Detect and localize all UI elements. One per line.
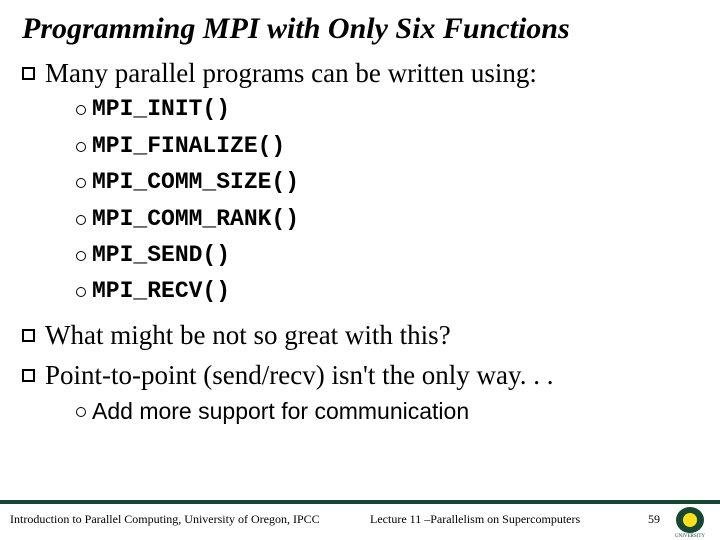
footer: Introduction to Parallel Computing, Univ… — [0, 500, 720, 540]
circle-bullet-icon — [76, 178, 86, 188]
slide-title: Programming MPI with Only Six Functions — [22, 12, 698, 47]
code-label: MPI_SEND() — [92, 242, 230, 268]
point-text: Point-to-point (send/recv) isn't the onl… — [45, 359, 554, 393]
list-item: MPI_SEND() — [76, 242, 698, 268]
footer-left-text: Introduction to Parallel Computing, Univ… — [10, 512, 320, 527]
bullet-point: Point-to-point (send/recv) isn't the onl… — [22, 359, 698, 393]
square-bullet-icon — [22, 329, 35, 342]
circle-bullet-icon — [76, 251, 86, 261]
list-item: MPI_COMM_SIZE() — [76, 169, 698, 195]
sub-list: Add more support for communication — [76, 398, 698, 426]
square-bullet-icon — [22, 369, 35, 382]
function-list: MPI_INIT() MPI_FINALIZE() MPI_COMM_SIZE(… — [76, 96, 698, 305]
circle-bullet-icon — [76, 142, 86, 152]
code-label: MPI_COMM_RANK() — [92, 206, 299, 232]
sub-text: Add more support for communication — [92, 398, 469, 426]
list-item: MPI_COMM_RANK() — [76, 206, 698, 232]
circle-bullet-icon — [76, 287, 86, 297]
code-label: MPI_FINALIZE() — [92, 133, 285, 159]
intro-text: Many parallel programs can be written us… — [45, 57, 537, 91]
circle-bullet-icon — [76, 215, 86, 225]
code-label: MPI_RECV() — [92, 278, 230, 304]
list-item: MPI_FINALIZE() — [76, 133, 698, 159]
bullet-intro: Many parallel programs can be written us… — [22, 57, 698, 91]
list-item: MPI_INIT() — [76, 96, 698, 122]
footer-divider — [0, 500, 720, 504]
list-item: MPI_RECV() — [76, 278, 698, 304]
page-number: 59 — [648, 512, 660, 527]
svg-text:UNIVERSITY: UNIVERSITY — [675, 534, 705, 538]
footer-mid-text: Lecture 11 –Parallelism on Supercomputer… — [370, 512, 580, 527]
code-label: MPI_INIT() — [92, 96, 230, 122]
slide: Programming MPI with Only Six Functions … — [0, 0, 720, 540]
sub-item: Add more support for communication — [76, 398, 698, 426]
point-text: What might be not so great with this? — [45, 319, 451, 353]
circle-bullet-icon — [76, 105, 86, 115]
circle-bullet-icon — [76, 407, 86, 417]
uo-logo-icon: UNIVERSITY — [668, 504, 712, 538]
square-bullet-icon — [22, 67, 35, 80]
bullet-point: What might be not so great with this? — [22, 319, 698, 353]
code-label: MPI_COMM_SIZE() — [92, 169, 299, 195]
